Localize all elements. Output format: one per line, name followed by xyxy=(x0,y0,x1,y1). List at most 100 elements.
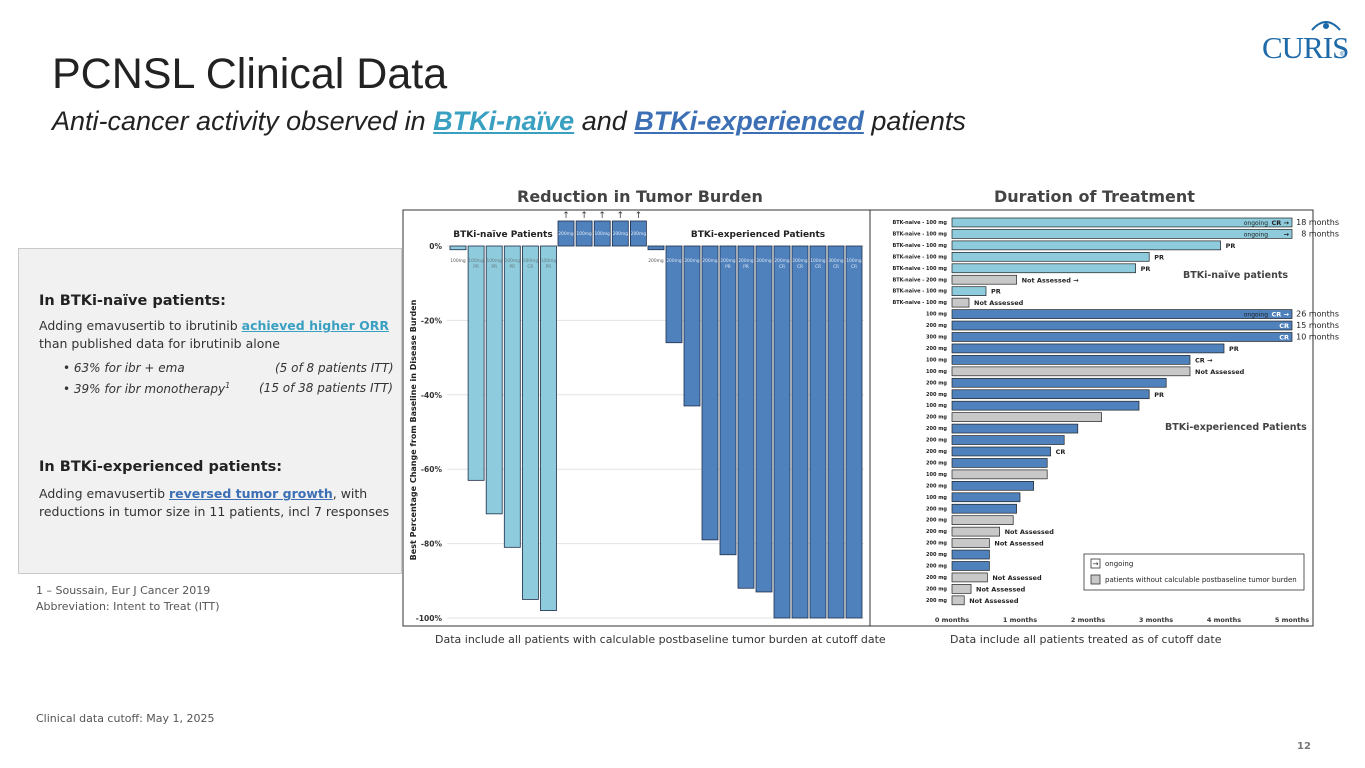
ongoing-label: ongoing xyxy=(1244,312,1268,319)
increase-dose-label: 100mg xyxy=(594,231,610,237)
duration-chart: 0 months 1 months 2 months 3 months 4 months… xyxy=(892,217,1339,624)
x-tick-label: 4 months xyxy=(1207,616,1241,624)
y-tick-label: -80% xyxy=(421,540,443,549)
row-label: 200 mg xyxy=(926,552,947,558)
row-label: 200 mg xyxy=(926,506,947,512)
row-label: 200 mg xyxy=(926,323,947,329)
duration-title: Duration of Treatment xyxy=(994,187,1195,206)
duration-months-label: 15 months xyxy=(1296,321,1339,330)
logo-text: CURIS xyxy=(1262,30,1349,65)
bar-dose-label: 200mg xyxy=(738,258,754,264)
duration-bar xyxy=(951,584,972,594)
row-label: 200 mg xyxy=(926,529,947,535)
tumor-bar xyxy=(719,245,737,556)
bar-dose-label: 100mg xyxy=(523,258,539,264)
group-label-experienced: BTKi-experienced Patients xyxy=(691,230,825,240)
bar-dose-label: 100mg xyxy=(810,258,826,264)
tumor-bar xyxy=(845,245,863,619)
increase-arrow: ↑ xyxy=(562,211,570,221)
duration-months-label: 8 months xyxy=(1301,229,1339,238)
increase-bar xyxy=(575,220,593,247)
subtitle-mid: and xyxy=(574,106,635,136)
bar-dose-label: 200mg xyxy=(666,258,682,264)
bar-dose-label: 200mg xyxy=(684,258,700,264)
duration-bar xyxy=(951,435,1065,445)
duration-bar xyxy=(951,274,1017,285)
row-label: 100 mg xyxy=(926,472,947,478)
response-label: CR → xyxy=(1195,356,1213,364)
tumor-bar xyxy=(467,245,485,481)
subtitle-post: patients xyxy=(863,106,966,136)
tumor-bar xyxy=(647,245,665,251)
duration-bar xyxy=(951,526,1000,537)
response-label: Not Assessed xyxy=(1195,368,1245,376)
bar-response-label: PR xyxy=(473,264,479,270)
response-label: PR xyxy=(1226,242,1236,250)
response-label: PR xyxy=(1154,391,1164,399)
duration-bar xyxy=(951,343,1225,354)
increase-dose-label: 100mg xyxy=(576,231,592,237)
bar-response-label: PR xyxy=(491,264,497,270)
bar-dose-label: 200mg xyxy=(720,258,736,264)
duration-bar xyxy=(951,355,1191,365)
duration-bar xyxy=(951,377,1167,388)
group-label-naive: BTKi-naïve patients xyxy=(1183,270,1288,281)
bar-response-label: PR xyxy=(546,264,552,270)
bar-dose-label: 100mg xyxy=(846,258,862,264)
legend-box xyxy=(1083,553,1305,591)
x-tick-label: 3 months xyxy=(1139,616,1173,624)
duration-bar xyxy=(951,515,1014,526)
increase-dose-label: 200mg xyxy=(631,231,647,237)
response-label: Not Assessed xyxy=(974,299,1024,307)
y-tick-label: -60% xyxy=(421,465,443,474)
bullet-ibr-mono-text: • 39% for ibr monotherapy xyxy=(63,382,226,396)
curis-logo: CURIS ® xyxy=(1262,16,1349,66)
increase-arrow: ↑ xyxy=(617,211,625,221)
bar-dose-label: 200mg xyxy=(774,258,790,264)
legend-assessed-swatch xyxy=(1090,574,1101,585)
tumor-bar xyxy=(737,245,755,589)
row-label: BTK-naïve - 100 mg xyxy=(892,266,947,272)
row-label: BTK-naïve - 100 mg xyxy=(892,254,947,260)
duration-bar xyxy=(951,240,1221,251)
row-label: 200 mg xyxy=(926,575,947,581)
response-label: Not Assessed xyxy=(992,574,1042,582)
y-tick-label: -40% xyxy=(421,391,443,400)
naive-text-post: than published data for ibrutinib alone xyxy=(39,336,280,351)
response-label: CR → xyxy=(1272,311,1290,319)
bar-dose-label: 300mg xyxy=(828,258,844,264)
subtitle-naive-link[interactable]: BTKi-naïve xyxy=(433,106,575,136)
row-label: 200 mg xyxy=(926,438,947,444)
bar-response-label: PR xyxy=(743,264,749,270)
y-tick-label: -100% xyxy=(416,614,443,623)
duration-bar xyxy=(951,549,990,560)
duration-bar xyxy=(951,320,1293,331)
x-tick-label: 5 months xyxy=(1275,616,1309,624)
group-label-experienced: BTKi-experienced Patients xyxy=(1165,422,1307,433)
row-label: 100 mg xyxy=(926,495,947,501)
duration-months-label: 10 months xyxy=(1296,333,1339,342)
bar-dose-label: 100mg xyxy=(505,258,521,264)
subtitle-experienced-link[interactable]: BTKi-experienced xyxy=(634,106,864,136)
row-label: 100 mg xyxy=(926,403,947,409)
duration-bar xyxy=(951,297,970,308)
row-label: 200 mg xyxy=(926,392,947,398)
row-label: 100 mg xyxy=(926,369,947,375)
duration-months-label: 26 months xyxy=(1296,310,1339,319)
tumor-bar xyxy=(791,245,809,619)
bar-dose-label: 100mg xyxy=(486,258,502,264)
y-tick-label: -20% xyxy=(421,316,443,325)
naive-orr-link[interactable]: achieved higher ORR xyxy=(241,318,389,333)
duration-bar xyxy=(951,263,1136,274)
exp-growth-link[interactable]: reversed tumor growth xyxy=(168,486,333,501)
y-tick-label: 0% xyxy=(429,242,442,251)
response-label: PR xyxy=(1154,253,1164,261)
duration-bar xyxy=(951,503,1017,514)
tumor-bar xyxy=(665,245,683,344)
page-subtitle: Anti-cancer activity observed in BTKi-na… xyxy=(52,106,966,137)
bar-response-label: CR xyxy=(527,264,533,270)
row-label: 200 mg xyxy=(926,346,947,352)
row-label: 200 mg xyxy=(926,483,947,489)
waterfall-title: Reduction in Tumor Burden xyxy=(517,187,763,206)
